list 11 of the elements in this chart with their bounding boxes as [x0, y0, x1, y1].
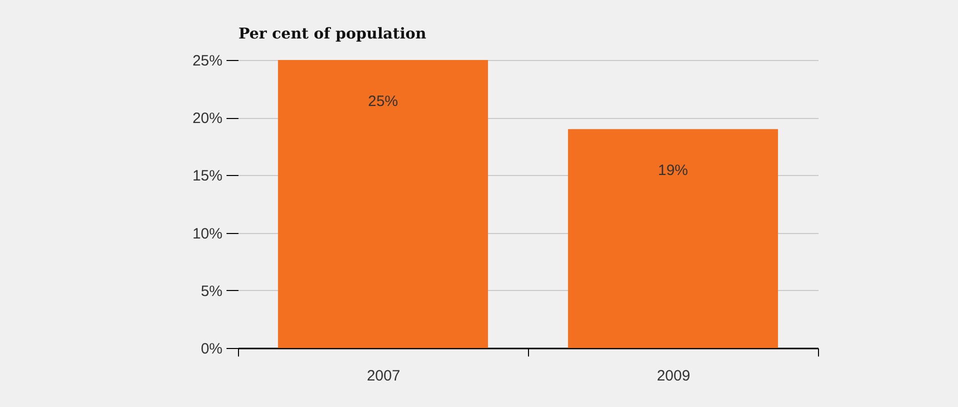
data-label: 19%	[658, 162, 688, 180]
y-tick-label: 10%	[192, 225, 222, 242]
y-axis-title: Per cent of population	[238, 24, 426, 42]
y-tick-label: 25%	[192, 52, 222, 70]
x-tick-label: 2009	[656, 368, 690, 384]
y-tick-label: 0%	[200, 340, 222, 358]
y-tick-label: 20%	[192, 110, 222, 128]
data-label: 25%	[368, 93, 398, 110]
y-tick-label: 15%	[192, 168, 222, 185]
x-tick-label: 2007	[366, 368, 400, 384]
y-tick-label: 5%	[200, 282, 222, 300]
